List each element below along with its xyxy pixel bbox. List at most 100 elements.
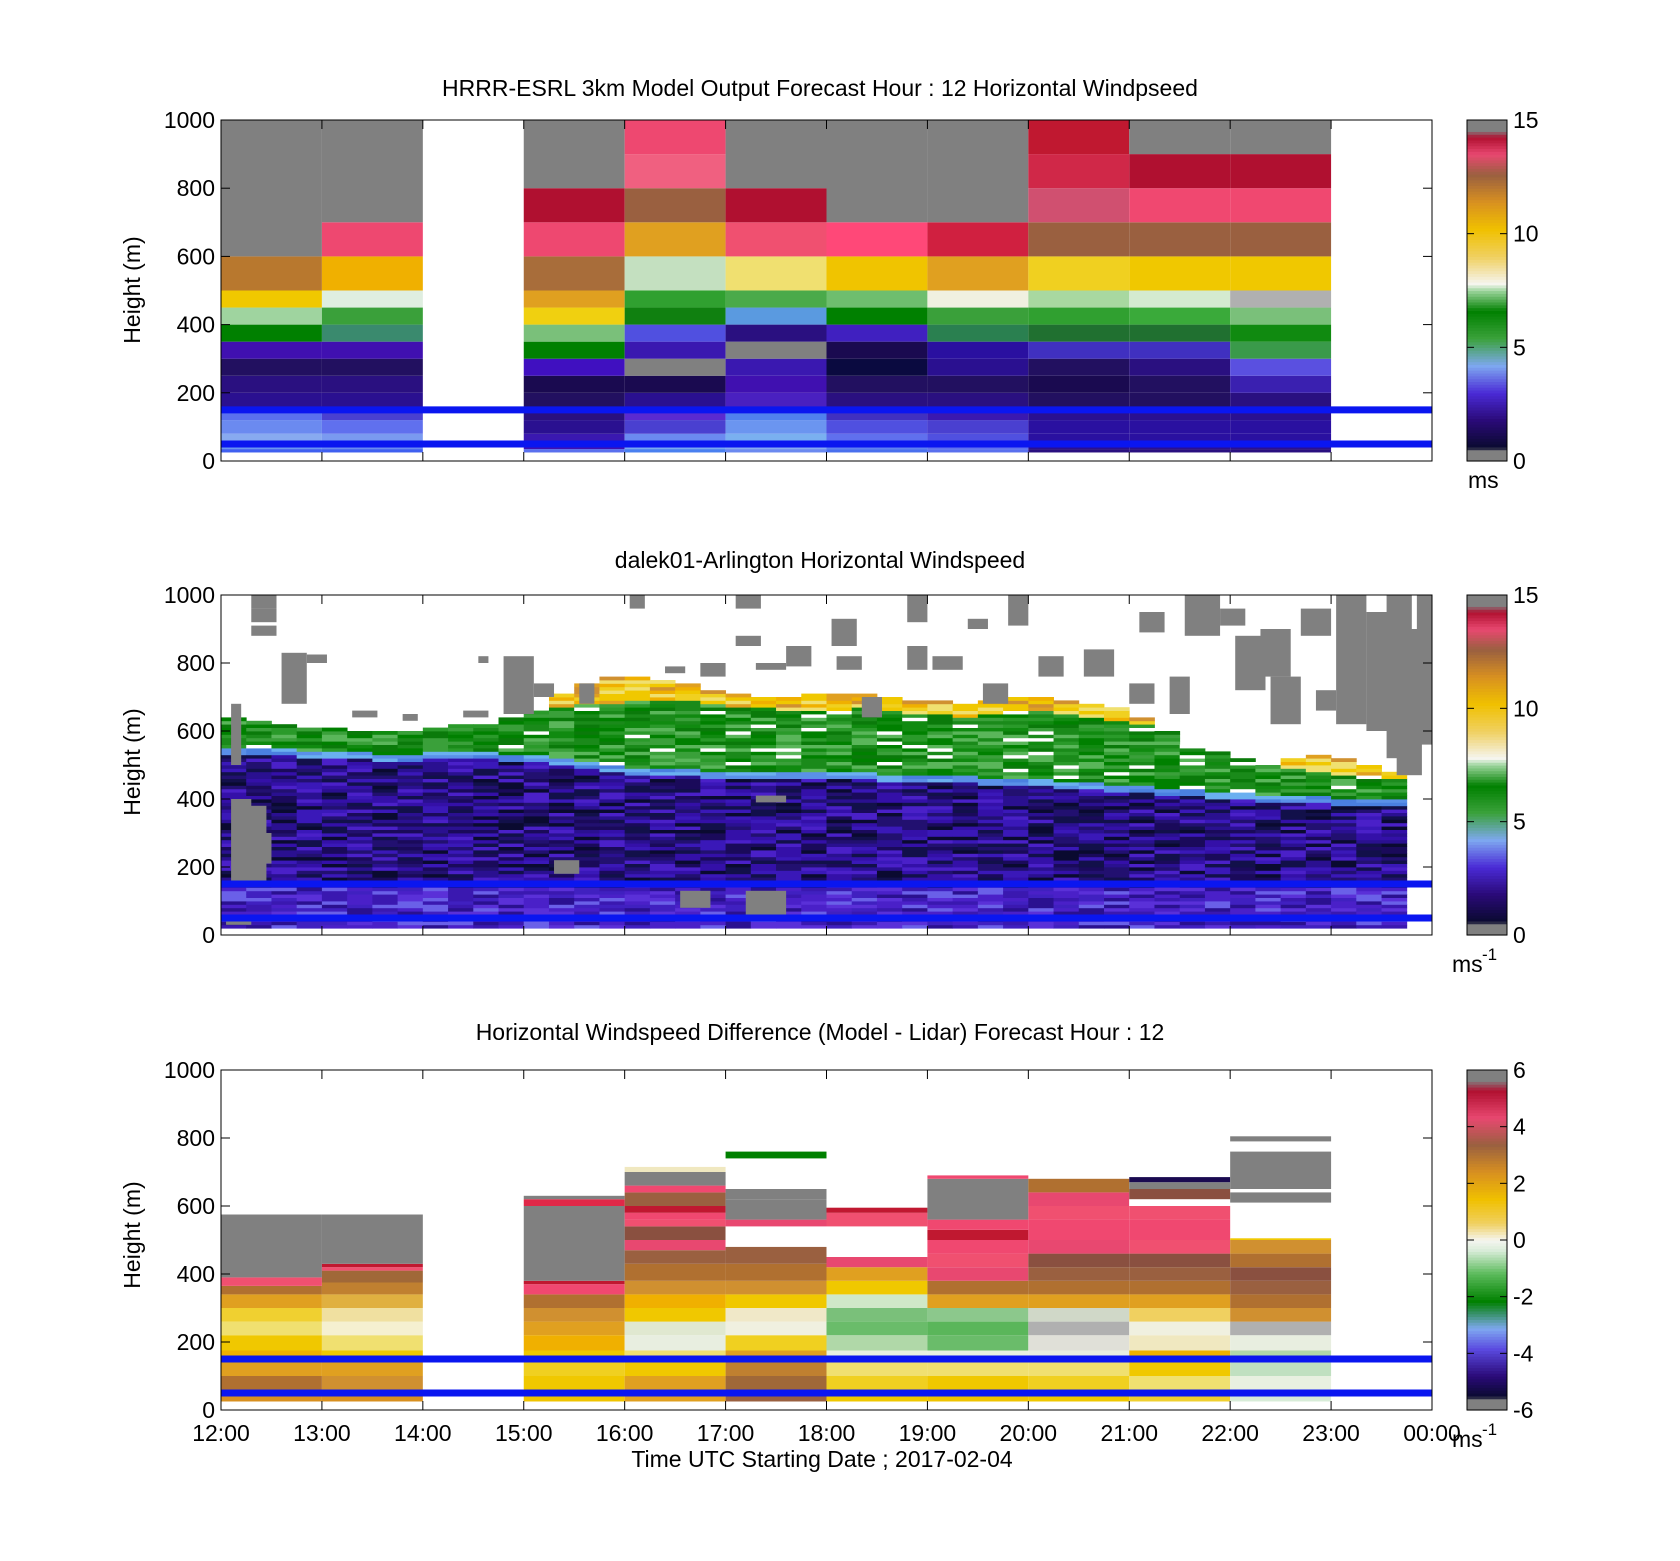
lidar-cell — [624, 744, 651, 749]
lidar-cell — [1129, 778, 1155, 783]
lidar-cell — [574, 795, 600, 800]
lidar-cell — [624, 822, 651, 827]
lidar-cell — [1331, 924, 1357, 929]
lidar-cell — [801, 863, 827, 868]
lidar-cell — [548, 768, 575, 773]
lidar-cell — [675, 846, 701, 851]
lidar-cell — [1331, 809, 1357, 813]
diff-cell — [1129, 1189, 1231, 1200]
lidar-cell — [221, 782, 247, 786]
lidar-cell — [246, 788, 272, 793]
lidar-cell — [271, 754, 298, 759]
diff-cell — [927, 1335, 1029, 1351]
lidar-missing-patch — [907, 595, 928, 623]
lidar-cell — [725, 839, 752, 844]
lidar-cell — [675, 771, 701, 776]
lidar-cell — [1154, 754, 1181, 759]
lidar-cell — [624, 731, 651, 735]
lidar-cell — [700, 690, 726, 694]
lidar-cell — [1280, 856, 1307, 861]
lidar-cell — [271, 843, 298, 847]
lidar-cell — [1230, 809, 1256, 813]
lidar-cell — [548, 901, 575, 905]
lidar-cell — [523, 833, 550, 837]
lidar-colorbar-segment — [1467, 620, 1507, 624]
lidar-cell — [321, 812, 348, 817]
lidar-cell — [952, 860, 979, 864]
model-colorbar-segment — [1467, 446, 1507, 451]
model-cell — [1230, 392, 1332, 409]
lidar-cell — [675, 921, 701, 926]
diff-colorbar-segment — [1467, 1152, 1507, 1156]
lidar-cell — [1154, 775, 1181, 779]
lidar-cell — [1104, 904, 1130, 909]
lidar-cell — [876, 761, 903, 766]
lidar-cell — [574, 843, 600, 847]
lidar-cell — [1003, 829, 1029, 834]
lidar-cell — [1003, 775, 1029, 779]
lidar-colorbar-segment — [1467, 657, 1507, 661]
lidar-cell — [1053, 707, 1080, 711]
lidar-cell — [776, 877, 802, 881]
lidar-cell — [347, 799, 373, 803]
lidar-cell — [826, 805, 853, 810]
lidar-cell — [776, 768, 802, 773]
lidar-cell — [649, 785, 676, 790]
lidar-cell — [372, 809, 399, 813]
lidar-colorbar-segment — [1467, 869, 1507, 874]
lidar-cell — [675, 843, 701, 847]
lidar-cell — [347, 782, 373, 786]
lidar-cell — [750, 877, 777, 881]
lidar-cell — [1305, 754, 1332, 759]
lidar-cell — [750, 792, 777, 796]
lidar-cell — [902, 802, 928, 807]
diff-colorbar-segment — [1467, 1373, 1507, 1377]
lidar-cell — [624, 734, 651, 739]
lidar-cell — [1230, 782, 1256, 786]
lidar-cell — [372, 897, 399, 902]
lidar-cell — [927, 863, 954, 868]
lidar-cell — [574, 727, 600, 732]
model-cell — [1028, 222, 1130, 257]
lidar-cell — [1179, 754, 1206, 759]
lidar-cell — [498, 887, 525, 892]
lidar-cell — [649, 860, 676, 864]
lidar-cell — [876, 741, 903, 745]
lidar-cell — [700, 724, 726, 728]
lidar-cell — [902, 765, 928, 769]
lidar-cell — [1104, 839, 1130, 844]
lidar-cell — [1078, 822, 1105, 827]
lidar-cell — [498, 724, 525, 728]
diff-colorbar-segment — [1467, 1353, 1507, 1357]
lidar-cell — [1053, 812, 1080, 817]
lidar-cell — [1356, 785, 1382, 790]
lidar-colorbar-segment — [1467, 654, 1507, 658]
lidar-cell — [1204, 819, 1231, 824]
diff-cell — [1028, 1192, 1130, 1206]
lidar-cell — [927, 775, 954, 779]
model-colorbar-tick-label: 5 — [1513, 334, 1526, 360]
lidar-cell — [1053, 873, 1080, 878]
lidar-colorbar-segment — [1467, 787, 1507, 792]
lidar-cell — [826, 867, 853, 871]
diff-cell — [624, 1212, 726, 1220]
lidar-cell — [1003, 846, 1029, 851]
lidar-cell — [347, 843, 373, 847]
lidar-cell — [1129, 795, 1155, 800]
lidar-cell — [347, 904, 373, 909]
diff-colorbar-segment — [1467, 1316, 1507, 1320]
diff-colorbar-segment — [1467, 1361, 1507, 1366]
lidar-cell — [422, 792, 449, 796]
lidar-cell — [675, 727, 701, 732]
lidar-cell — [1053, 863, 1080, 868]
lidar-cell — [750, 819, 777, 824]
lidar-cell — [372, 890, 399, 895]
lidar-cell — [1003, 907, 1029, 912]
lidar-cell — [1078, 890, 1105, 895]
lidar-colorbar-segment — [1467, 932, 1507, 936]
lidar-cell — [1331, 812, 1357, 817]
lidar-cell — [271, 748, 298, 752]
model-colorbar-segment — [1467, 452, 1507, 456]
lidar-cell — [977, 788, 1004, 793]
